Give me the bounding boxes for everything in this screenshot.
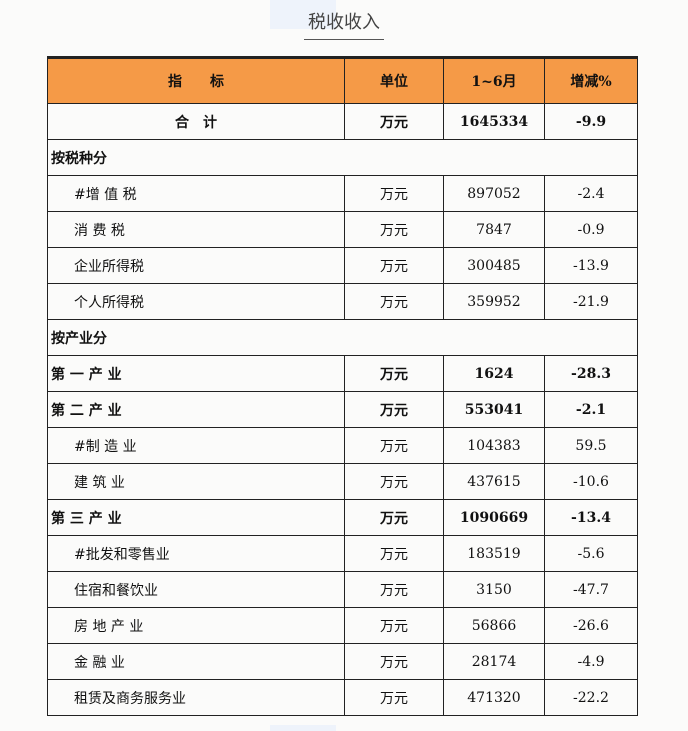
unit-cell: 万元 <box>344 571 444 608</box>
table-row: 建 筑 业万元 437615 -10.6 <box>47 463 638 500</box>
unit-cell: 万元 <box>344 499 444 536</box>
change-cell: -10.6 <box>544 463 638 500</box>
value-cell: 1624 <box>443 355 545 392</box>
change-cell: -26.6 <box>544 607 638 644</box>
indicator-cell: 合 计 <box>47 103 345 140</box>
table-header-row: 指 标 单位 1~6月 增减% <box>47 56 638 104</box>
unit-cell: 万元 <box>344 643 444 680</box>
unit-cell: 万元 <box>344 175 444 212</box>
change-cell: -0.9 <box>544 211 638 248</box>
title-highlight <box>270 0 336 29</box>
value-cell: 553041 <box>443 391 545 428</box>
table-row: 金 融 业万元 28174 -4.9 <box>47 643 638 680</box>
indicator-cell: 第 三 产 业 <box>47 499 345 536</box>
section-label: 按产业分 <box>47 319 638 356</box>
table-row: 消 费 税万元 7847 -0.9 <box>47 211 638 248</box>
indicator-cell: 第 二 产 业 <box>47 391 345 428</box>
table-row: #批发和零售业 万元 183519 -5.6 <box>47 535 638 572</box>
table-row: 房 地 产 业万元 56866 -26.6 <box>47 607 638 644</box>
section-label: 按税种分 <box>47 139 638 176</box>
unit-cell: 万元 <box>344 283 444 320</box>
value-cell: 359952 <box>443 283 545 320</box>
table-row: 住宿和餐饮业 万元 3150 -47.7 <box>47 571 638 608</box>
section-row: 按税种分 <box>47 139 638 176</box>
indicator-cell: 房 地 产 业 <box>47 607 345 644</box>
table-row: #增 值 税万元 897052 -2.4 <box>47 175 638 212</box>
indicator-cell: 企业所得税 <box>47 247 345 284</box>
indicator-cell: 租赁及商务服务业 <box>47 679 345 716</box>
change-cell: -28.3 <box>544 355 638 392</box>
indicator-cell: #增 值 税 <box>47 175 345 212</box>
bottom-highlight <box>270 725 336 731</box>
table-row: 租赁及商务服务业 万元 471320 -22.2 <box>47 679 638 716</box>
unit-cell: 万元 <box>344 607 444 644</box>
change-cell: -13.9 <box>544 247 638 284</box>
value-cell: 1090669 <box>443 499 545 536</box>
tax-revenue-table: 指 标 单位 1~6月 增减% 合 计万元 1645334 -9.9 按税种分 #增 值… <box>47 56 638 716</box>
change-cell: -4.9 <box>544 643 638 680</box>
value-cell: 7847 <box>443 211 545 248</box>
change-cell: -9.9 <box>544 103 638 140</box>
indicator-cell: 个人所得税 <box>47 283 345 320</box>
value-cell: 437615 <box>443 463 545 500</box>
indicator-cell: #制 造 业 <box>47 427 345 464</box>
indicator-cell: 第 一 产 业 <box>47 355 345 392</box>
table-row: 第 一 产 业万元 1624 -28.3 <box>47 355 638 392</box>
unit-cell: 万元 <box>344 391 444 428</box>
unit-cell: 万元 <box>344 355 444 392</box>
value-cell: 104383 <box>443 427 545 464</box>
change-cell: -47.7 <box>544 571 638 608</box>
table-row: 企业所得税 万元 300485 -13.9 <box>47 247 638 284</box>
table-row: 个人所得税 万元 359952 -21.9 <box>47 283 638 320</box>
change-cell: -2.1 <box>544 391 638 428</box>
unit-cell: 万元 <box>344 211 444 248</box>
change-cell: -13.4 <box>544 499 638 536</box>
table-row: 第 二 产 业万元 553041 -2.1 <box>47 391 638 428</box>
unit-cell: 万元 <box>344 103 444 140</box>
value-cell: 300485 <box>443 247 545 284</box>
header-indicator: 指 标 <box>47 56 345 104</box>
page-title: 税收收入 <box>0 8 688 40</box>
section-row: 按产业分 <box>47 319 638 356</box>
value-cell: 28174 <box>443 643 545 680</box>
unit-cell: 万元 <box>344 535 444 572</box>
indicator-cell: 消 费 税 <box>47 211 345 248</box>
indicator-cell: 建 筑 业 <box>47 463 345 500</box>
indicator-cell: 金 融 业 <box>47 643 345 680</box>
header-change: 增减% <box>544 56 638 104</box>
header-period: 1~6月 <box>443 56 545 104</box>
value-cell: 897052 <box>443 175 545 212</box>
indicator-cell: #批发和零售业 <box>47 535 345 572</box>
unit-cell: 万元 <box>344 679 444 716</box>
table-row: 第 三 产 业万元 1090669 -13.4 <box>47 499 638 536</box>
value-cell: 1645334 <box>443 103 545 140</box>
change-cell: -22.2 <box>544 679 638 716</box>
change-cell: 59.5 <box>544 427 638 464</box>
table-row: 合 计万元 1645334 -9.9 <box>47 103 638 140</box>
change-cell: -21.9 <box>544 283 638 320</box>
unit-cell: 万元 <box>344 427 444 464</box>
unit-cell: 万元 <box>344 463 444 500</box>
value-cell: 183519 <box>443 535 545 572</box>
indicator-cell: 住宿和餐饮业 <box>47 571 345 608</box>
change-cell: -2.4 <box>544 175 638 212</box>
header-unit: 单位 <box>344 56 444 104</box>
change-cell: -5.6 <box>544 535 638 572</box>
value-cell: 3150 <box>443 571 545 608</box>
value-cell: 56866 <box>443 607 545 644</box>
table-row: #制 造 业万元 104383 59.5 <box>47 427 638 464</box>
unit-cell: 万元 <box>344 247 444 284</box>
value-cell: 471320 <box>443 679 545 716</box>
